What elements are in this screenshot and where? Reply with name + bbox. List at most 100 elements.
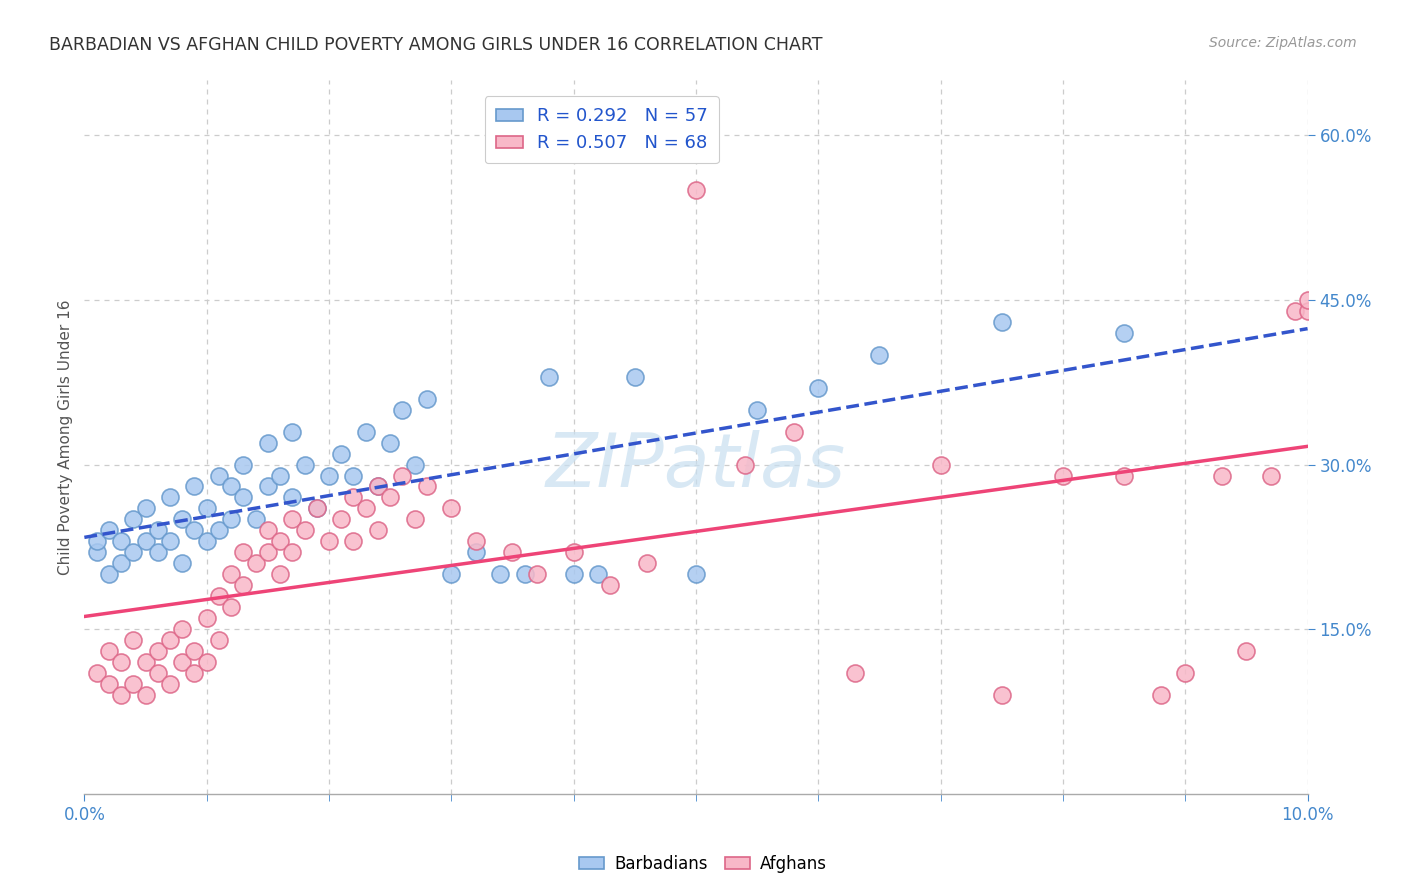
Point (513, 567, 536, 582)
Point (318, 468, 340, 483)
Point (354, 425, 377, 439)
Point (538, 369, 561, 384)
Point (97, 677, 120, 691)
Point (97, 567, 120, 582)
Point (464, 545, 486, 559)
Point (281, 512, 304, 526)
Point (342, 491, 364, 505)
Point (110, 655, 132, 669)
Point (208, 589, 231, 603)
Point (404, 458, 426, 472)
Y-axis label: Child Poverty Among Girls Under 16: Child Poverty Among Girls Under 16 (58, 300, 73, 574)
Text: Source: ZipAtlas.com: Source: ZipAtlas.com (1209, 36, 1357, 50)
Point (172, 512, 194, 526)
Point (1236, 644, 1258, 658)
Point (122, 512, 145, 526)
Point (232, 491, 254, 505)
Point (281, 425, 304, 439)
Point (294, 524, 316, 538)
Point (869, 348, 891, 362)
Point (489, 567, 512, 582)
Point (172, 622, 194, 636)
Point (599, 578, 621, 592)
Point (195, 655, 218, 669)
Point (195, 611, 218, 625)
Point (219, 600, 242, 615)
Point (159, 677, 181, 691)
Point (416, 479, 439, 493)
Point (208, 524, 231, 538)
Point (330, 446, 353, 460)
Point (219, 479, 242, 493)
Point (464, 534, 486, 549)
Point (783, 425, 806, 439)
Point (367, 479, 389, 493)
Point (245, 557, 267, 571)
Point (195, 534, 218, 549)
Legend: R = 0.292   N = 57, R = 0.507   N = 68: R = 0.292 N = 57, R = 0.507 N = 68 (485, 96, 718, 163)
Point (110, 557, 132, 571)
Point (159, 534, 181, 549)
Point (183, 479, 205, 493)
Point (195, 501, 218, 516)
Point (281, 545, 304, 559)
Point (380, 491, 402, 505)
Legend: Barbadians, Afghans: Barbadians, Afghans (572, 848, 834, 880)
Point (135, 534, 157, 549)
Point (1296, 303, 1319, 318)
Point (269, 534, 291, 549)
Point (342, 534, 364, 549)
Point (135, 688, 157, 702)
Point (318, 534, 340, 549)
Point (1296, 293, 1319, 307)
Text: BARBADIAN VS AFGHAN CHILD POVERTY AMONG GIRLS UNDER 16 CORRELATION CHART: BARBADIAN VS AFGHAN CHILD POVERTY AMONG … (49, 36, 823, 54)
Point (1260, 468, 1282, 483)
Point (110, 534, 132, 549)
Point (807, 381, 830, 395)
Point (991, 315, 1014, 329)
Point (354, 501, 377, 516)
Point (1114, 468, 1136, 483)
Point (391, 402, 413, 417)
Point (367, 479, 389, 493)
Point (562, 545, 585, 559)
Point (416, 392, 439, 406)
Point (1114, 326, 1136, 340)
Point (586, 567, 609, 582)
Point (135, 655, 157, 669)
Point (146, 524, 169, 538)
Point (342, 468, 364, 483)
Point (232, 545, 254, 559)
Point (1174, 666, 1197, 681)
Point (991, 688, 1014, 702)
Point (232, 578, 254, 592)
Point (404, 512, 426, 526)
Point (1211, 468, 1233, 483)
Point (367, 524, 389, 538)
Point (440, 501, 463, 516)
Point (269, 468, 291, 483)
Point (929, 458, 952, 472)
Point (391, 468, 413, 483)
Point (305, 501, 328, 516)
Point (245, 512, 267, 526)
Point (257, 524, 280, 538)
Point (636, 557, 658, 571)
Point (685, 183, 707, 197)
Point (440, 567, 463, 582)
Point (685, 567, 707, 582)
Point (122, 633, 145, 648)
Point (269, 567, 291, 582)
Point (257, 545, 280, 559)
Point (86, 666, 108, 681)
Point (624, 369, 647, 384)
Text: ZIPatlas: ZIPatlas (546, 430, 846, 501)
Point (747, 402, 769, 417)
Point (86, 534, 108, 549)
Point (526, 567, 548, 582)
Point (97, 524, 120, 538)
Point (734, 458, 756, 472)
Point (110, 688, 132, 702)
Point (183, 644, 205, 658)
Point (502, 545, 524, 559)
